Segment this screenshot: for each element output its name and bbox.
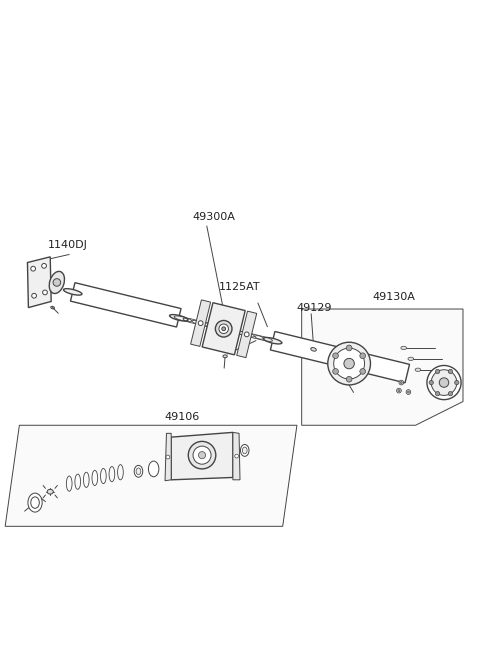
Text: 49106: 49106: [164, 411, 199, 422]
Ellipse shape: [435, 392, 440, 396]
Ellipse shape: [32, 293, 36, 298]
Ellipse shape: [429, 380, 433, 384]
Polygon shape: [301, 309, 463, 425]
Ellipse shape: [398, 390, 400, 392]
Polygon shape: [171, 432, 233, 480]
Text: 49300A: 49300A: [192, 212, 235, 222]
Ellipse shape: [193, 446, 211, 464]
Ellipse shape: [408, 391, 409, 393]
Ellipse shape: [415, 368, 421, 371]
Ellipse shape: [198, 321, 203, 325]
Ellipse shape: [166, 455, 170, 459]
Ellipse shape: [49, 272, 64, 293]
Ellipse shape: [408, 357, 414, 361]
Text: 49130A: 49130A: [373, 293, 416, 302]
Ellipse shape: [448, 369, 453, 374]
Polygon shape: [5, 425, 297, 526]
Ellipse shape: [51, 306, 54, 309]
Polygon shape: [340, 348, 409, 383]
Text: 1125AT: 1125AT: [219, 282, 260, 292]
Ellipse shape: [188, 441, 216, 469]
Ellipse shape: [31, 266, 36, 271]
Ellipse shape: [360, 369, 366, 375]
Ellipse shape: [431, 370, 457, 396]
Ellipse shape: [334, 348, 364, 379]
Ellipse shape: [47, 489, 53, 494]
Ellipse shape: [311, 348, 316, 351]
Ellipse shape: [360, 353, 366, 359]
Ellipse shape: [31, 497, 39, 508]
Polygon shape: [191, 300, 211, 346]
Ellipse shape: [401, 346, 407, 350]
Text: 1140DJ: 1140DJ: [48, 240, 88, 251]
Ellipse shape: [28, 493, 42, 512]
Ellipse shape: [63, 289, 82, 295]
Text: 49129: 49129: [297, 303, 333, 314]
Ellipse shape: [216, 321, 232, 337]
Ellipse shape: [346, 377, 352, 382]
Ellipse shape: [346, 345, 352, 351]
Ellipse shape: [435, 369, 440, 374]
Ellipse shape: [219, 324, 228, 333]
Ellipse shape: [328, 342, 371, 385]
Ellipse shape: [264, 337, 282, 344]
Ellipse shape: [223, 355, 227, 358]
Polygon shape: [233, 432, 240, 480]
Polygon shape: [202, 302, 245, 355]
Ellipse shape: [242, 447, 247, 454]
Ellipse shape: [42, 264, 47, 268]
Ellipse shape: [345, 358, 363, 364]
Ellipse shape: [136, 468, 141, 474]
Ellipse shape: [148, 461, 159, 477]
Polygon shape: [165, 434, 171, 481]
Ellipse shape: [399, 380, 404, 385]
Ellipse shape: [396, 388, 401, 393]
Ellipse shape: [333, 369, 338, 375]
Ellipse shape: [448, 392, 453, 396]
Ellipse shape: [333, 353, 338, 359]
Ellipse shape: [134, 465, 143, 477]
Ellipse shape: [344, 358, 354, 369]
Ellipse shape: [240, 445, 249, 457]
Ellipse shape: [43, 290, 48, 295]
Ellipse shape: [169, 315, 188, 321]
Polygon shape: [270, 331, 357, 370]
Ellipse shape: [406, 390, 411, 394]
Ellipse shape: [427, 365, 461, 400]
Polygon shape: [27, 257, 51, 308]
Ellipse shape: [53, 279, 60, 286]
Ellipse shape: [235, 454, 239, 458]
Ellipse shape: [222, 327, 226, 331]
Polygon shape: [71, 283, 181, 327]
Polygon shape: [237, 311, 257, 358]
Ellipse shape: [199, 451, 205, 459]
Ellipse shape: [400, 382, 402, 384]
Ellipse shape: [439, 378, 449, 387]
Ellipse shape: [455, 380, 459, 384]
Ellipse shape: [244, 332, 249, 337]
